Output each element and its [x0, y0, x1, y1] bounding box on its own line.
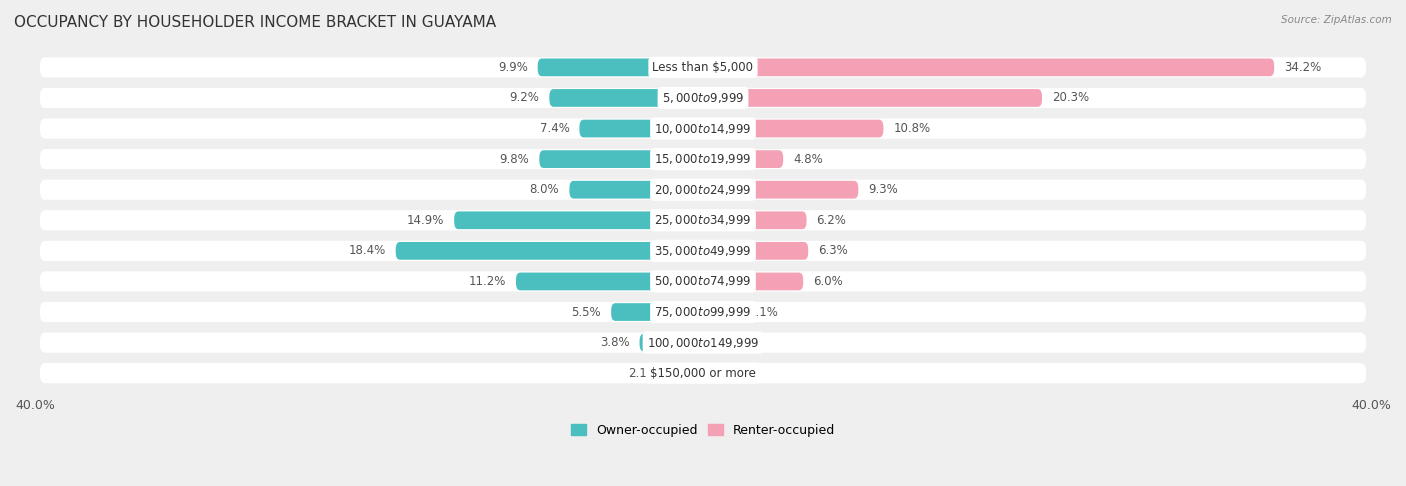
Text: 0.0%: 0.0%: [713, 336, 742, 349]
FancyBboxPatch shape: [668, 364, 703, 382]
Text: $15,000 to $19,999: $15,000 to $19,999: [654, 152, 752, 166]
Text: 9.2%: 9.2%: [509, 91, 540, 104]
Text: OCCUPANCY BY HOUSEHOLDER INCOME BRACKET IN GUAYAMA: OCCUPANCY BY HOUSEHOLDER INCOME BRACKET …: [14, 15, 496, 30]
Text: 0.0%: 0.0%: [713, 367, 742, 380]
FancyBboxPatch shape: [703, 58, 1274, 76]
Text: $35,000 to $49,999: $35,000 to $49,999: [654, 244, 752, 258]
Text: $10,000 to $14,999: $10,000 to $14,999: [654, 122, 752, 136]
FancyBboxPatch shape: [39, 149, 1367, 169]
FancyBboxPatch shape: [703, 242, 808, 260]
Text: 6.3%: 6.3%: [818, 244, 848, 258]
Text: 2.1%: 2.1%: [628, 367, 658, 380]
Text: 6.2%: 6.2%: [817, 214, 846, 227]
FancyBboxPatch shape: [537, 58, 703, 76]
Text: $25,000 to $34,999: $25,000 to $34,999: [654, 213, 752, 227]
Text: 4.8%: 4.8%: [793, 153, 823, 166]
FancyBboxPatch shape: [516, 273, 703, 290]
FancyBboxPatch shape: [39, 302, 1367, 322]
Text: 20.3%: 20.3%: [1052, 91, 1090, 104]
FancyBboxPatch shape: [395, 242, 703, 260]
FancyBboxPatch shape: [39, 88, 1367, 108]
FancyBboxPatch shape: [703, 150, 783, 168]
FancyBboxPatch shape: [39, 271, 1367, 292]
FancyBboxPatch shape: [640, 334, 703, 351]
FancyBboxPatch shape: [39, 119, 1367, 139]
FancyBboxPatch shape: [703, 120, 883, 138]
FancyBboxPatch shape: [703, 181, 858, 199]
FancyBboxPatch shape: [39, 332, 1367, 353]
FancyBboxPatch shape: [39, 210, 1367, 230]
Text: 9.9%: 9.9%: [498, 61, 527, 74]
Text: 14.9%: 14.9%: [406, 214, 444, 227]
Text: 9.8%: 9.8%: [499, 153, 529, 166]
Text: 10.8%: 10.8%: [893, 122, 931, 135]
FancyBboxPatch shape: [540, 150, 703, 168]
Text: $50,000 to $74,999: $50,000 to $74,999: [654, 275, 752, 289]
FancyBboxPatch shape: [454, 211, 703, 229]
Text: $75,000 to $99,999: $75,000 to $99,999: [654, 305, 752, 319]
Text: 7.4%: 7.4%: [540, 122, 569, 135]
FancyBboxPatch shape: [550, 89, 703, 107]
Text: $150,000 or more: $150,000 or more: [650, 367, 756, 380]
Text: 5.5%: 5.5%: [571, 306, 602, 318]
Text: 3.8%: 3.8%: [600, 336, 630, 349]
Text: 18.4%: 18.4%: [349, 244, 385, 258]
Text: $5,000 to $9,999: $5,000 to $9,999: [662, 91, 744, 105]
Text: 2.1%: 2.1%: [748, 306, 778, 318]
Text: 8.0%: 8.0%: [530, 183, 560, 196]
Text: Less than $5,000: Less than $5,000: [652, 61, 754, 74]
Text: Source: ZipAtlas.com: Source: ZipAtlas.com: [1281, 15, 1392, 25]
Text: $20,000 to $24,999: $20,000 to $24,999: [654, 183, 752, 197]
FancyBboxPatch shape: [39, 363, 1367, 383]
Text: 11.2%: 11.2%: [468, 275, 506, 288]
FancyBboxPatch shape: [703, 303, 738, 321]
Text: 34.2%: 34.2%: [1284, 61, 1322, 74]
FancyBboxPatch shape: [612, 303, 703, 321]
FancyBboxPatch shape: [703, 211, 807, 229]
FancyBboxPatch shape: [39, 241, 1367, 261]
FancyBboxPatch shape: [703, 273, 803, 290]
FancyBboxPatch shape: [39, 180, 1367, 200]
FancyBboxPatch shape: [579, 120, 703, 138]
FancyBboxPatch shape: [569, 181, 703, 199]
Legend: Owner-occupied, Renter-occupied: Owner-occupied, Renter-occupied: [567, 419, 839, 442]
Text: 6.0%: 6.0%: [813, 275, 844, 288]
FancyBboxPatch shape: [39, 57, 1367, 77]
Text: $100,000 to $149,999: $100,000 to $149,999: [647, 336, 759, 349]
Text: 9.3%: 9.3%: [869, 183, 898, 196]
FancyBboxPatch shape: [703, 89, 1042, 107]
